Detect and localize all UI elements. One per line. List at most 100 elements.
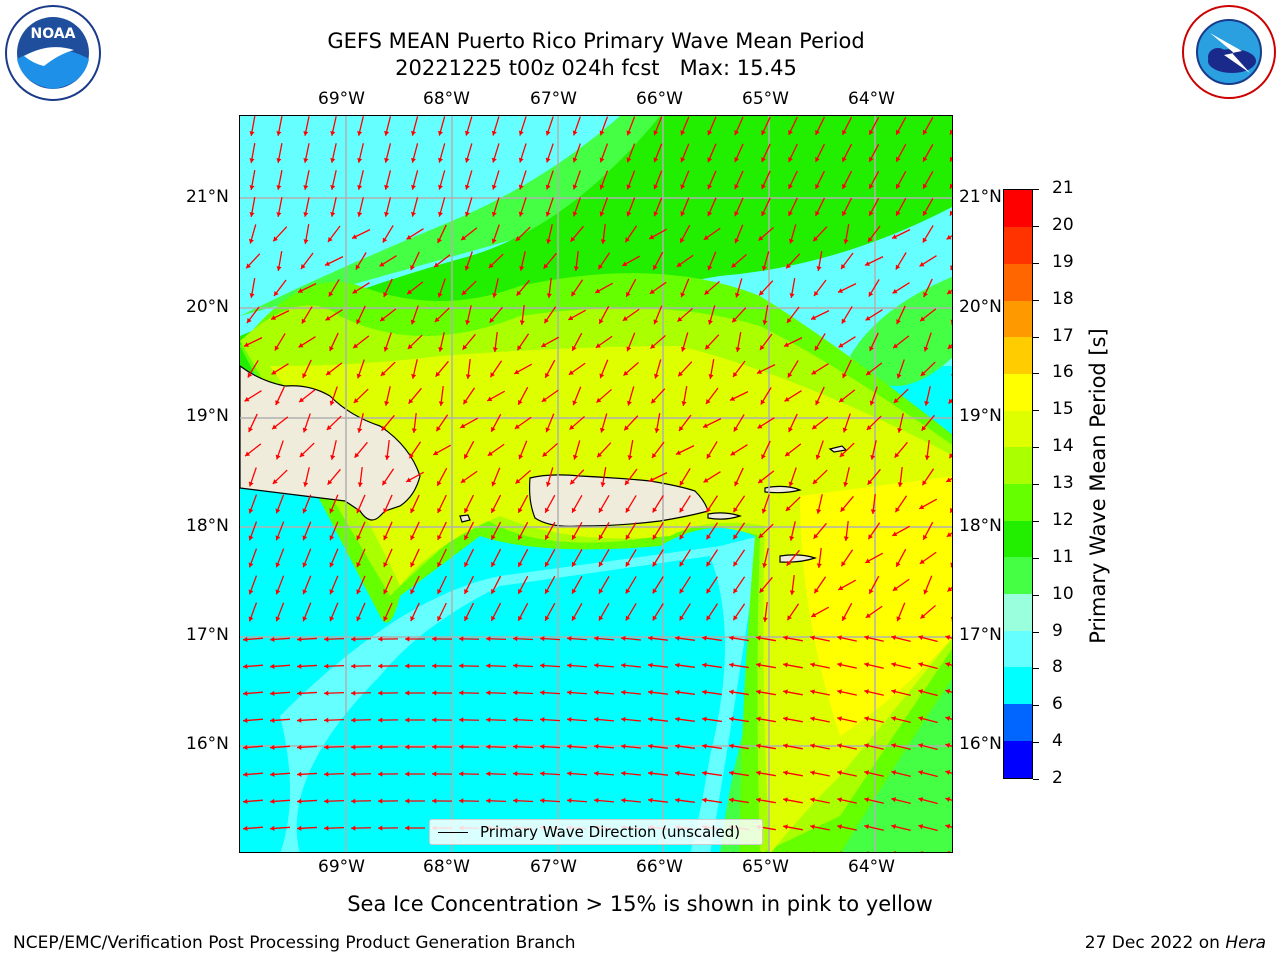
wave-arrow-head [787, 615, 792, 621]
wave-arrow-head [678, 426, 684, 431]
wave-arrow-head [274, 345, 280, 351]
wave-arrow-head [923, 346, 929, 352]
wave-arrow-head [704, 289, 710, 295]
wave-arrow-head [569, 424, 575, 430]
wave-arrow-head [923, 589, 929, 595]
wave-arrow-head [517, 345, 522, 351]
wave-arrow-head [567, 662, 572, 669]
colorbar-tick-mark [1033, 484, 1039, 485]
wave-arrow-head [864, 743, 869, 749]
wave-arrow-head [896, 561, 901, 567]
wave-arrow-head [784, 342, 789, 347]
wave-arrow-head [384, 184, 390, 190]
wave-arrow-head [244, 342, 249, 347]
wave-arrow-head [594, 689, 599, 696]
wave-arrow-head [922, 480, 927, 486]
wave-arrow-head [247, 372, 253, 378]
wave-arrow-head [624, 425, 629, 431]
wave-arrow-head [756, 689, 761, 695]
wave-arrow-head [594, 635, 599, 642]
wave-arrow-head [706, 588, 712, 594]
wave-arrow-head [356, 535, 362, 541]
wave-arrow-head [545, 427, 551, 433]
wave-arrow-head [837, 770, 842, 776]
wave-arrow-head [407, 344, 413, 349]
wave-arrow-head [732, 317, 737, 323]
wave-arrow-head [540, 771, 545, 777]
wave-arrow-head [759, 587, 765, 593]
wave-arrow-head [812, 479, 818, 484]
colorbar [1003, 189, 1033, 779]
wave-arrow-head [303, 239, 309, 244]
wave-arrow-head [571, 507, 577, 513]
wave-arrow-head [734, 292, 740, 298]
wave-arrow-head [432, 717, 437, 723]
wave-arrow-head [545, 130, 551, 136]
wave-arrow-head [270, 771, 275, 777]
wave-arrow-head [351, 690, 356, 696]
wave-arrow-head [732, 372, 738, 377]
wave-arrow-head [297, 744, 302, 750]
wave-arrow-head [406, 477, 412, 483]
wave-arrow-head [896, 210, 901, 216]
colorbar-cell [1004, 446, 1032, 484]
wave-arrow-head [734, 238, 740, 244]
wave-arrow-head [353, 398, 359, 403]
wave-arrow-head [381, 425, 387, 431]
colorbar-cell [1004, 300, 1032, 338]
wave-arrow-head [599, 184, 605, 190]
wave-arrow-head [945, 662, 951, 668]
wave-arrow-head [896, 373, 902, 379]
colorbar-tick-label: 15 [1052, 399, 1074, 420]
wave-arrow-head [435, 371, 441, 377]
wave-arrow-head [567, 689, 572, 696]
wave-arrow-head [299, 397, 305, 403]
wave-arrow-head [729, 770, 734, 776]
wave-arrow-head [626, 291, 631, 297]
wave-arrow-head [789, 590, 795, 595]
wave-arrow-head [621, 770, 626, 776]
wave-arrow-head [707, 157, 713, 163]
wave-arrow-head [248, 616, 254, 622]
colorbar-tick-mark [1033, 447, 1039, 449]
wave-arrow-head [464, 534, 469, 540]
colorbar-cell [1004, 593, 1032, 631]
wave-arrow-head [891, 689, 897, 695]
wave-arrow-head [761, 130, 766, 136]
wave-arrow-head [786, 318, 792, 323]
wave-arrow-head [567, 797, 572, 804]
wave-arrow-head [464, 130, 470, 136]
wave-arrow-head [919, 504, 925, 510]
wave-arrow-head [302, 562, 308, 568]
wave-arrow-head [896, 156, 901, 162]
wave-arrow-head [788, 211, 793, 217]
wave-arrow-head [356, 616, 362, 622]
wave-arrow-head [679, 588, 685, 594]
wave-arrow-head [518, 561, 523, 567]
wave-arrow-head [783, 716, 788, 722]
wave-arrow-head [351, 825, 356, 831]
wave-arrow-head [327, 479, 333, 485]
wave-arrow-head [384, 211, 390, 217]
svg-text:NOAA: NOAA [31, 26, 76, 42]
wave-arrow-head [730, 396, 735, 401]
wave-arrow-head [918, 797, 924, 803]
colorbar-tick-label: 4 [1052, 731, 1063, 752]
wave-arrow-head [950, 507, 952, 513]
wave-arrow-head [544, 534, 550, 540]
wave-arrow-head [513, 663, 518, 669]
wave-arrow-head [405, 663, 410, 669]
lat-label-right: 18°N [959, 516, 1002, 536]
wave-arrow-head [622, 316, 628, 321]
wave-arrow-head [813, 291, 819, 296]
wave-arrow-head [545, 372, 550, 378]
machine-name: Hera [1225, 933, 1266, 953]
wave-arrow-head [572, 184, 578, 190]
wave-arrow-head [573, 266, 579, 271]
wave-arrow-head [702, 797, 707, 803]
wave-arrow-head [572, 454, 578, 460]
wave-arrow-head [810, 770, 815, 776]
wave-arrow-head [680, 292, 686, 298]
wave-arrow-head [406, 234, 412, 240]
wave-arrow-head [918, 662, 924, 668]
